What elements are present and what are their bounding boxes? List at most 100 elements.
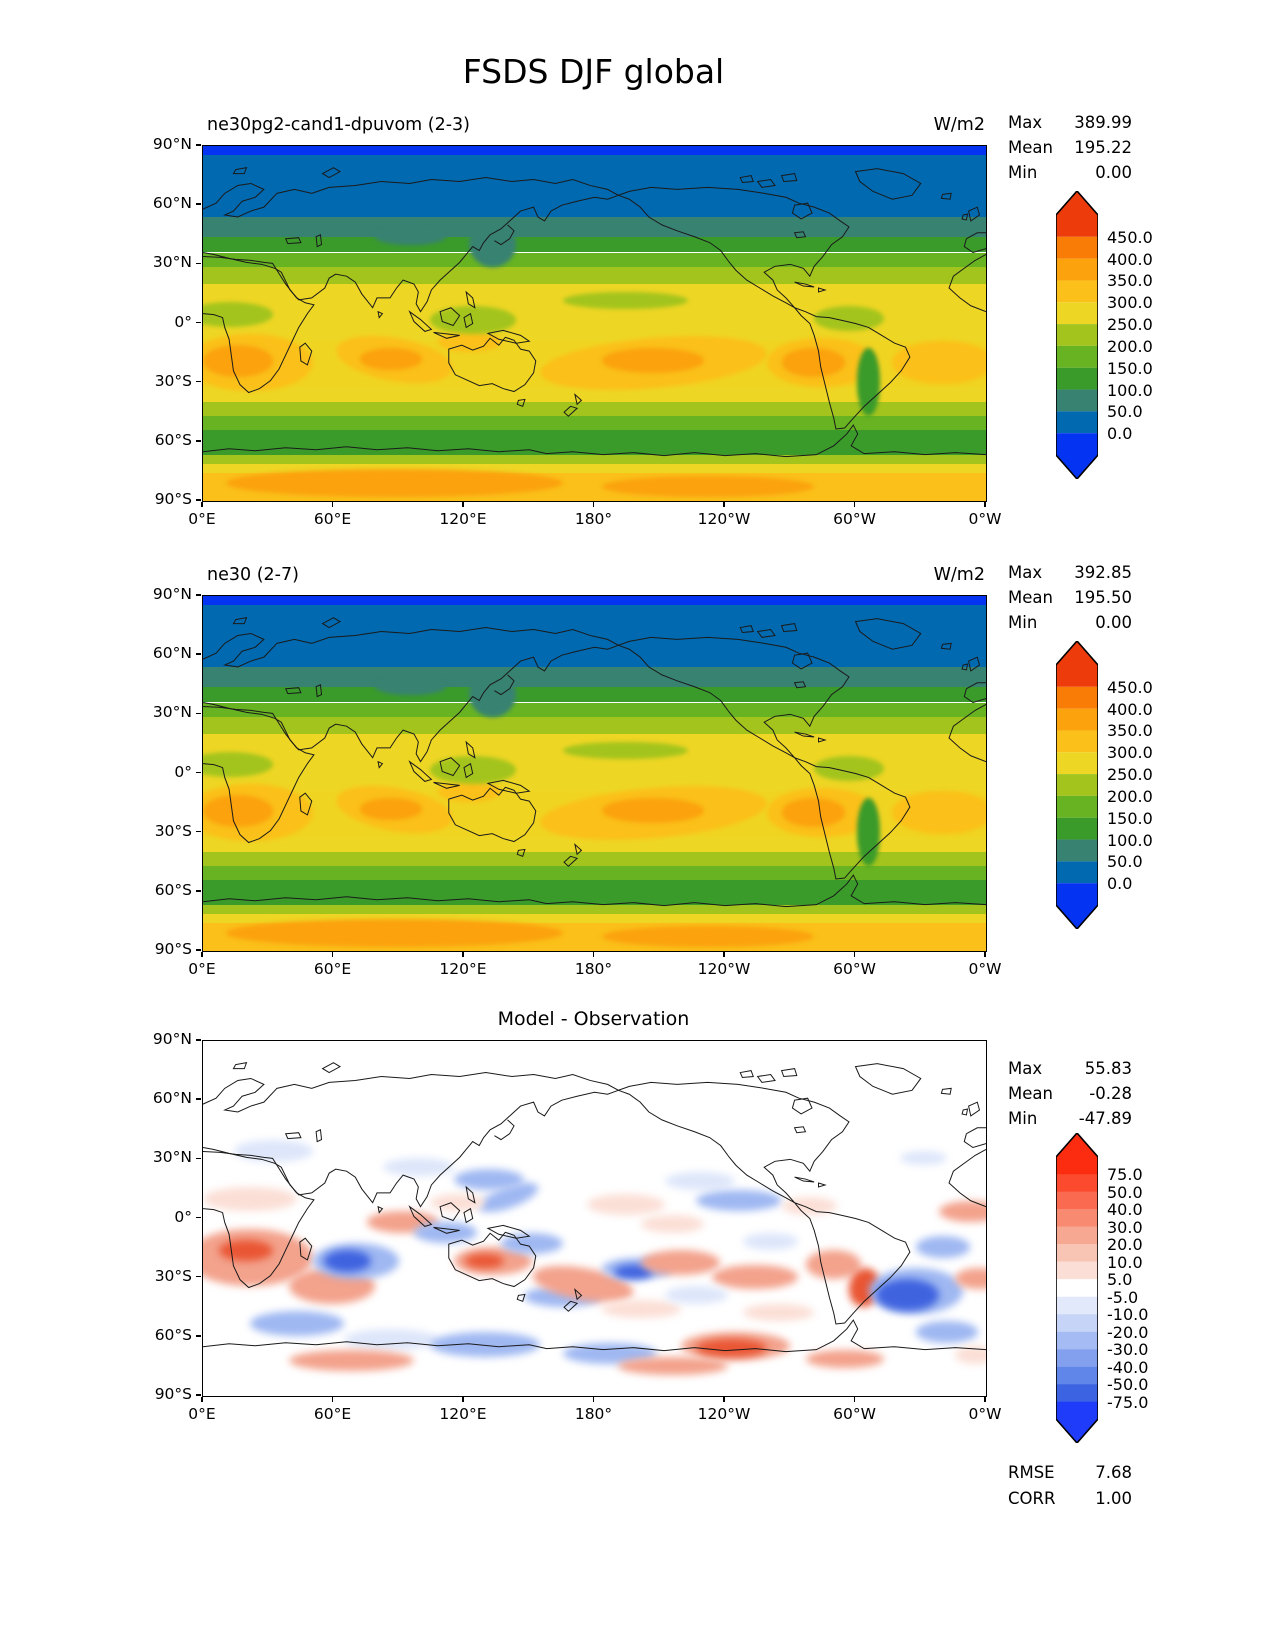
colorbar-tick-label: 150.0: [1107, 808, 1153, 828]
contour-band: [203, 401, 986, 416]
x-axis-label: 0°E: [188, 510, 216, 528]
contour-blob: [696, 1190, 783, 1212]
y-axis-tick: [196, 890, 201, 892]
contour-blob: [892, 341, 986, 384]
contour-band: [203, 904, 986, 914]
x-axis-tick: [853, 1397, 856, 1402]
panel1-title: ne30pg2-cand1-dpuvom (2-3): [207, 115, 471, 135]
y-axis-label: 60°S: [154, 1325, 192, 1344]
contour-blob: [664, 1285, 728, 1304]
figure-title: FSDS DJF global: [462, 52, 725, 91]
x-axis-tick: [331, 502, 334, 507]
mean-value: 195.22: [1074, 138, 1132, 157]
stat-row-mean: Mean 195.22: [1008, 135, 1132, 160]
colorbar-tick-label: 5.0: [1107, 1270, 1133, 1290]
y-axis-label: 0°: [174, 312, 192, 331]
stat-row-mean: Mean -0.28: [1008, 1081, 1132, 1106]
panel3-title: Model - Observation: [497, 1008, 690, 1030]
colorbar-tick-label: 300.0: [1107, 293, 1153, 313]
x-axis-label: 60°E: [313, 960, 352, 978]
max-label: Max: [1008, 1059, 1043, 1078]
contour-blob: [641, 1214, 705, 1233]
mean-value: 195.50: [1074, 588, 1132, 607]
contour-blob: [249, 1310, 344, 1336]
colorbar-tick-label: 400.0: [1107, 249, 1153, 269]
colorbar-tick-label: 75.0: [1107, 1165, 1143, 1185]
colorbar-tick-label: 150.0: [1107, 358, 1153, 378]
y-axis-tick: [196, 203, 201, 205]
x-axis-label: 120°E: [439, 1405, 487, 1423]
stat-row-min: Min -47.89: [1008, 1106, 1132, 1131]
x-axis-tick: [592, 502, 595, 507]
map-model2: [202, 595, 987, 952]
colorbar-tick-label: 400.0: [1107, 699, 1153, 719]
panel3-stats: Max 55.83 Mean -0.28 Min -47.89: [1008, 1056, 1132, 1131]
colorbar-tick-label: 100.0: [1107, 380, 1153, 400]
y-axis-tick: [196, 262, 201, 265]
rmse-value: 7.68: [1095, 1463, 1132, 1482]
x-axis-tick: [462, 502, 464, 507]
colorbar-tick-label: 200.0: [1107, 336, 1153, 356]
min-value: 0.00: [1095, 613, 1132, 632]
colorbar-tick-label: -20.0: [1107, 1322, 1149, 1342]
x-axis-label: 60°W: [833, 510, 876, 528]
x-axis-tick: [592, 952, 595, 957]
y-axis-tick: [196, 949, 201, 951]
contour-blob: [289, 1349, 415, 1372]
x-axis-tick: [853, 502, 856, 507]
colorbar-tick-label: 450.0: [1107, 227, 1153, 247]
min-value: 0.00: [1095, 163, 1132, 182]
contour-blob: [954, 1346, 986, 1365]
colorbar-tick-label: -30.0: [1107, 1340, 1149, 1360]
coastline-overlay: [203, 596, 986, 951]
contour-band: [203, 387, 986, 402]
x-axis-tick: [201, 952, 203, 957]
y-axis-label: 0°: [174, 762, 192, 781]
panel2-units-label: W/m2: [933, 565, 985, 585]
x-axis-label: 120°W: [697, 1405, 751, 1423]
contour-blob: [743, 1303, 814, 1322]
panel2-title: ne30 (2-7): [207, 565, 299, 585]
contour-blob: [856, 348, 881, 416]
metric-row-rmse: RMSE 7.68: [1008, 1460, 1132, 1486]
contour-blob: [617, 1356, 728, 1375]
colorbar-tick-label: 450.0: [1107, 677, 1153, 697]
x-axis-tick: [984, 952, 986, 957]
x-axis-tick: [201, 502, 203, 507]
min-label: Min: [1008, 1109, 1038, 1128]
contour-blob: [226, 469, 564, 498]
y-axis-tick: [196, 1157, 201, 1160]
x-axis-tick: [723, 1397, 725, 1402]
colorbar-tick-label: 0.0: [1107, 424, 1133, 444]
colorbar-tick-label: 250.0: [1107, 765, 1153, 785]
mean-value: -0.28: [1089, 1084, 1132, 1103]
map-model1: [202, 145, 987, 502]
y-axis-tick: [196, 499, 201, 501]
x-axis-label: 60°E: [313, 1405, 352, 1423]
contour-blob: [563, 741, 689, 760]
x-axis-tick: [984, 502, 986, 507]
x-axis-label: 180°: [574, 1405, 613, 1423]
y-axis-tick: [196, 144, 201, 146]
contour-blob: [954, 1268, 986, 1290]
metric-row-corr: CORR 1.00: [1008, 1486, 1132, 1512]
x-axis-tick: [201, 1397, 203, 1402]
contour-blob: [696, 1339, 767, 1357]
contour-band: [203, 430, 986, 455]
y-axis-label: 60°N: [152, 644, 192, 663]
y-axis-tick: [196, 380, 201, 383]
contour-blob: [813, 755, 885, 781]
colorbar-model1: [1055, 189, 1099, 481]
contour-band: [203, 913, 986, 923]
contour-band: [203, 716, 986, 735]
contour-blob: [805, 1250, 861, 1279]
max-label: Max: [1008, 563, 1043, 582]
colorbar-tick-label: 350.0: [1107, 271, 1153, 291]
y-axis-tick: [196, 1394, 201, 1396]
mean-label: Mean: [1008, 588, 1053, 607]
contour-blob: [343, 1328, 438, 1350]
colorbar-tick-label: 250.0: [1107, 315, 1153, 335]
colorbar-tick-label: 40.0: [1107, 1200, 1143, 1220]
colorbar-tick-label: 0.0: [1107, 874, 1133, 894]
